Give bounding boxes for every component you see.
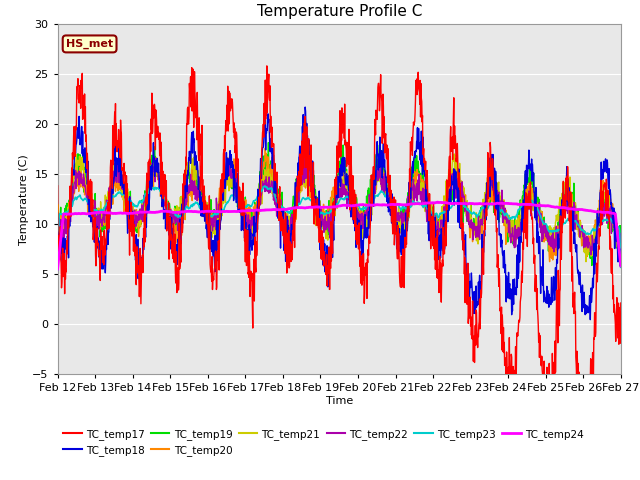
X-axis label: Time: Time bbox=[326, 396, 353, 406]
Legend: TC_temp17, TC_temp18, TC_temp19, TC_temp20, TC_temp21, TC_temp22, TC_temp23, TC_: TC_temp17, TC_temp18, TC_temp19, TC_temp… bbox=[63, 429, 584, 456]
Text: HS_met: HS_met bbox=[66, 39, 113, 49]
Title: Temperature Profile C: Temperature Profile C bbox=[257, 4, 422, 19]
Y-axis label: Temperature (C): Temperature (C) bbox=[19, 154, 29, 245]
